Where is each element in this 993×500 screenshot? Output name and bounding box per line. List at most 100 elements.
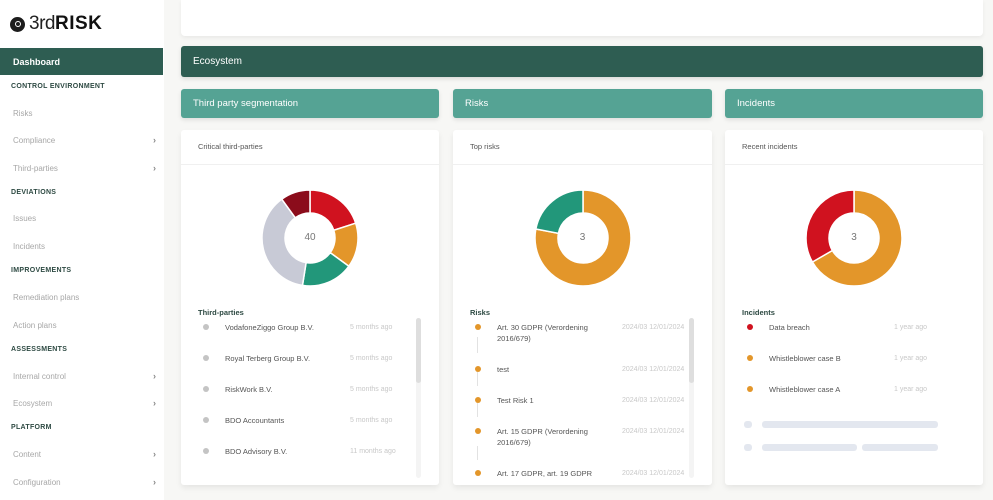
status-dot-icon — [747, 355, 753, 361]
item-time: 2024/03 12/01/2024 — [622, 366, 685, 373]
sidebar-item-incidents[interactable]: Incidents — [13, 239, 156, 253]
brand-name: RISK — [54, 13, 103, 34]
status-dot-icon — [475, 324, 481, 330]
sidebar-item-label: Ecosystem — [13, 398, 53, 408]
top-card — [181, 0, 983, 36]
sidebar-item-label: Remediation plans — [13, 292, 80, 302]
list-title: Incidents — [742, 308, 775, 317]
list-scrollbar[interactable] — [416, 318, 421, 478]
sidebar-item-label: Incidents — [13, 241, 46, 251]
sidebar-item-ecosystem[interactable]: Ecosystem › — [13, 396, 156, 410]
list-title: Third-parties — [198, 308, 244, 317]
sidebar-item-action-plans[interactable]: Action plans — [13, 318, 156, 332]
sidebar-item-third-parties[interactable]: Third-parties › — [13, 161, 156, 175]
donut-segment[interactable] — [805, 189, 855, 264]
sidebar-item-remediation-plans[interactable]: Remediation plans — [13, 290, 156, 304]
status-dot-icon — [203, 448, 209, 454]
chevron-right-icon: › — [153, 398, 156, 408]
item-time: 5 months ago — [350, 324, 393, 331]
donut-segment[interactable] — [280, 189, 311, 219]
donut-segment[interactable] — [534, 189, 584, 235]
donut-segment[interactable] — [261, 198, 307, 287]
scrollbar-thumb[interactable] — [416, 318, 421, 383]
sidebar-item-compliance[interactable]: Compliance › — [13, 133, 156, 147]
item-time: 2024/03 12/01/2024 — [622, 324, 685, 331]
status-dot-icon — [203, 324, 209, 330]
logo-circle-icon — [10, 16, 25, 32]
scrollbar-thumb[interactable] — [689, 318, 694, 383]
list-item[interactable]: RiskWork B.V. 5 months ago — [198, 384, 417, 415]
status-dot-icon — [203, 386, 209, 392]
sidebar-item-dashboard[interactable]: Dashboard — [0, 48, 163, 75]
skeleton-placeholder — [862, 444, 938, 451]
item-label: test — [497, 365, 510, 374]
status-dot-icon — [475, 366, 481, 372]
item-label: Art. 15 GDPR (Verordening 2016/679) — [497, 427, 588, 447]
item-label: Royal Terberg Group B.V. — [225, 354, 311, 363]
item-time: 5 months ago — [350, 386, 393, 393]
status-dot-icon — [203, 355, 209, 361]
sidebar-item-label: Configuration — [13, 477, 61, 487]
list-item[interactable]: test 2024/03 12/01/2024 — [470, 364, 690, 395]
donut-chart-top-risks[interactable]: 3 — [453, 188, 712, 288]
panel-title: Critical third-parties — [181, 130, 439, 165]
sidebar-item-risks[interactable]: Risks — [13, 106, 156, 120]
panel-top-risks: Top risks 3 Risks Art. 30 GDPR (Verorden… — [453, 130, 712, 485]
sidebar-item-label: Content — [13, 449, 42, 459]
sidebar-item-configuration[interactable]: Configuration › — [13, 475, 156, 489]
chevron-right-icon: › — [153, 477, 156, 487]
sidebar-item-content[interactable]: Content › — [13, 447, 156, 461]
header-third-party-segmentation: Third party segmentation — [181, 89, 439, 118]
item-time: 1 year ago — [894, 386, 928, 393]
item-label: Data breach — [769, 323, 810, 332]
item-label: Whistleblower case B — [769, 354, 841, 363]
status-dot-icon — [747, 324, 753, 330]
donut-segment[interactable] — [811, 189, 903, 287]
donut-segment[interactable] — [309, 189, 357, 232]
list-item[interactable]: Art. 30 GDPR (Verordening 2016/679) 2024/… — [470, 322, 690, 364]
donut-total: 40 — [304, 232, 316, 243]
list-item[interactable]: Data breach 1 year ago — [742, 322, 961, 353]
chevron-right-icon: › — [153, 371, 156, 381]
section-platform: PLATFORM — [11, 424, 52, 431]
skeleton-placeholder — [762, 444, 857, 451]
list-item[interactable]: BDO Accountants 5 months ago — [198, 415, 417, 446]
list-item[interactable]: Art. 15 GDPR (Verordening 2016/679) 2024/… — [470, 426, 690, 468]
item-label: Test Risk 1 — [497, 396, 534, 405]
item-label: RiskWork B.V. — [225, 385, 273, 394]
sidebar-item-issues[interactable]: Issues — [13, 211, 156, 225]
donut-chart-recent-incidents[interactable]: 3 — [725, 188, 983, 288]
item-time: 2024/03 12/01/2024 — [622, 470, 685, 477]
list-item[interactable]: BDO Advisory B.V. 11 months ago — [198, 446, 417, 477]
list-item[interactable]: VodafoneZiggo Group B.V. 5 months ago — [198, 322, 417, 353]
item-time: 1 year ago — [894, 355, 928, 362]
section-improvements: IMPROVEMENTS — [11, 267, 72, 274]
item-label: BDO Advisory B.V. — [225, 447, 288, 456]
list-item[interactable]: Whistleblower case A 1 year ago — [742, 384, 961, 415]
status-dot-icon — [475, 397, 481, 403]
skeleton-placeholder — [744, 421, 752, 428]
sidebar-item-internal-control[interactable]: Internal control › — [13, 369, 156, 383]
chevron-right-icon: › — [153, 135, 156, 145]
ecosystem-header: Ecosystem — [181, 46, 983, 77]
item-label: Art. 17 GDPR, art. 19 GDPR — [497, 469, 593, 478]
donut-segment[interactable] — [533, 189, 632, 287]
status-dot-icon — [475, 428, 481, 434]
item-time: 5 months ago — [350, 355, 393, 362]
donut-chart-critical-third-parties[interactable]: 40 — [181, 188, 439, 288]
list-item[interactable]: Royal Terberg Group B.V. 5 months ago — [198, 353, 417, 384]
item-time: 11 months ago — [350, 448, 396, 455]
timeline-line — [477, 403, 478, 417]
incidents-list: Data breach 1 year ago Whistleblower case… — [742, 322, 961, 415]
item-time: 2024/03 12/01/2024 — [622, 397, 685, 404]
list-scrollbar[interactable] — [689, 318, 694, 478]
panel-title: Top risks — [453, 130, 712, 165]
skeleton-placeholder — [762, 421, 938, 428]
sidebar-item-label: Internal control — [13, 371, 66, 381]
brand-logo[interactable]: 3rd RISK — [10, 12, 102, 36]
list-item[interactable]: Test Risk 1 2024/03 12/01/2024 — [470, 395, 690, 426]
list-item[interactable]: Whistleblower case B 1 year ago — [742, 353, 961, 384]
sidebar: 3rd RISK Dashboard CONTROL ENVIRONMENT Ri… — [0, 0, 164, 500]
list-item[interactable]: Art. 17 GDPR, art. 19 GDPR 2024/03 12/01/… — [470, 468, 690, 485]
item-label: BDO Accountants — [225, 416, 285, 425]
